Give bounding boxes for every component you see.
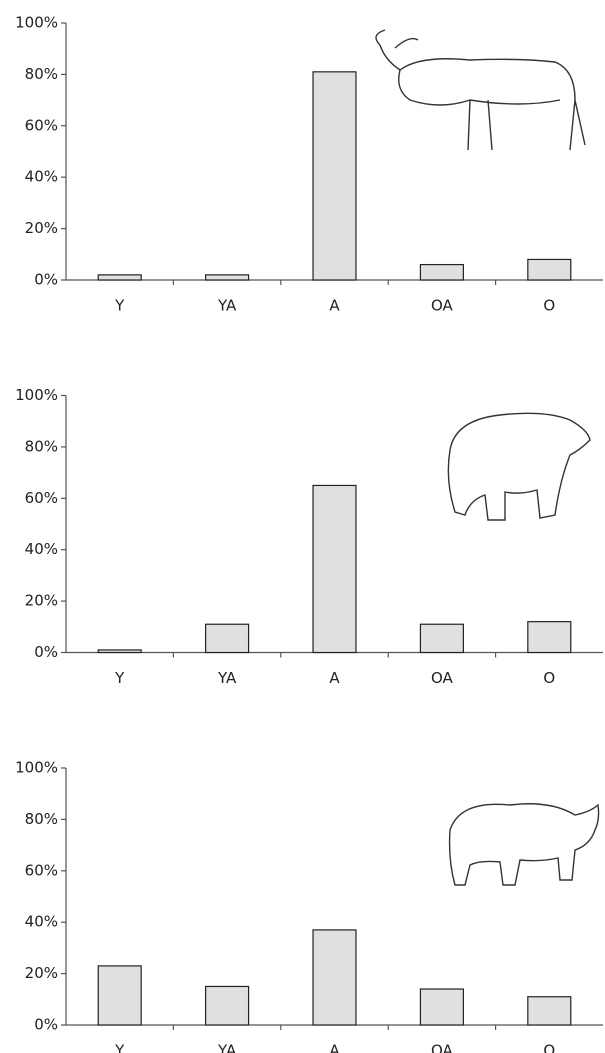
y-tick-label: 60% (25, 116, 58, 134)
x-tick-label: OA (431, 1042, 454, 1053)
y-tick-label: 20% (25, 219, 58, 237)
bar (97, 649, 142, 654)
y-tick-label: 100% (15, 14, 58, 32)
y-tick-label: 80% (25, 65, 58, 83)
bar (312, 929, 357, 1026)
x-tick-label: OA (431, 297, 454, 315)
y-tick-label: 0% (34, 643, 58, 661)
bar (205, 623, 250, 654)
y-tick-label: 60% (25, 489, 58, 507)
bear-illustration (447, 412, 591, 521)
bar (419, 988, 464, 1026)
bar (312, 484, 357, 654)
bar (527, 621, 572, 654)
x-tick-label: O (543, 669, 555, 687)
y-tick-label: 80% (25, 810, 58, 828)
bull-illustration (375, 29, 586, 151)
y-tick-label: 100% (15, 759, 58, 777)
bar (527, 258, 572, 281)
bar (205, 985, 250, 1026)
x-tick-label: OA (431, 669, 454, 687)
y-tick-label: 20% (25, 964, 58, 982)
bar (312, 71, 357, 281)
y-tick-label: 20% (25, 592, 58, 610)
bar (205, 274, 250, 281)
bar (419, 263, 464, 281)
x-tick-label: O (543, 297, 555, 315)
y-tick-label: 60% (25, 861, 58, 879)
x-tick-label: Y (114, 297, 125, 315)
y-tick-label: 0% (34, 271, 58, 289)
rhino-illustration (448, 803, 600, 886)
bar (419, 623, 464, 654)
x-tick-label: O (543, 1042, 555, 1053)
x-tick-label: A (329, 297, 340, 315)
y-tick-label: 80% (25, 437, 58, 455)
y-tick-label: 0% (34, 1016, 58, 1034)
x-tick-label: YA (217, 1042, 237, 1053)
x-tick-label: YA (217, 669, 237, 687)
bar (527, 996, 572, 1026)
bar (97, 274, 142, 281)
bar (97, 965, 142, 1026)
y-tick-label: 40% (25, 540, 58, 558)
y-tick-label: 40% (25, 168, 58, 186)
x-tick-label: Y (114, 1042, 125, 1053)
x-tick-label: A (329, 1042, 340, 1053)
y-tick-label: 100% (15, 386, 58, 404)
x-tick-label: A (329, 669, 340, 687)
y-tick-label: 40% (25, 913, 58, 931)
x-tick-label: YA (217, 297, 237, 315)
x-tick-label: Y (114, 669, 125, 687)
